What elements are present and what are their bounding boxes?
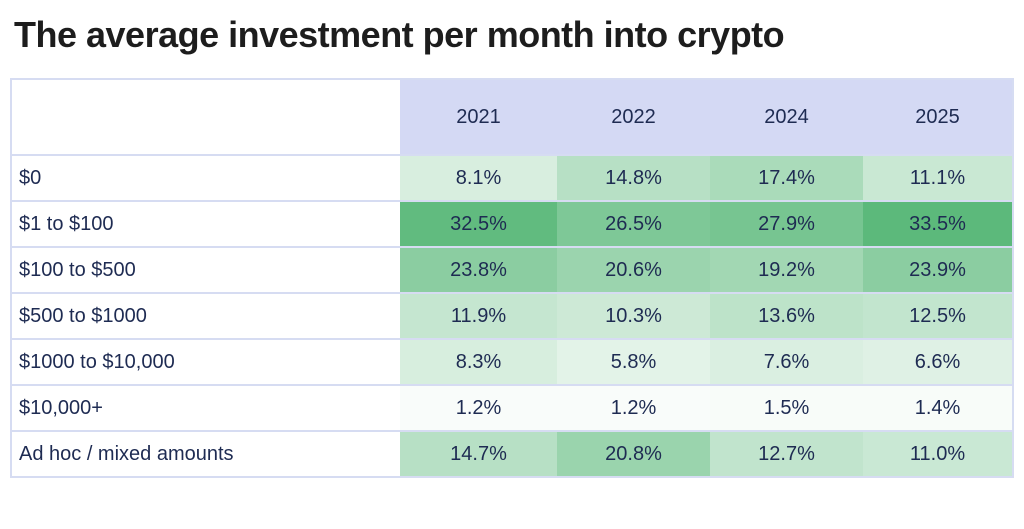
table-row: $10,000+ 1.2% 1.2% 1.5% 1.4% (12, 384, 1012, 431)
table-cell: 32.5% (400, 202, 557, 247)
table-cell: 6.6% (863, 340, 1012, 385)
table-cell: 8.1% (400, 156, 557, 201)
table-cell: 11.1% (863, 156, 1012, 201)
row-label: $500 to $1000 (12, 294, 400, 339)
table-row: $500 to $1000 11.9% 10.3% 13.6% 12.5% (12, 292, 1012, 339)
column-header-2021: 2021 (456, 105, 501, 128)
column-header-2024: 2024 (764, 105, 809, 128)
row-label: $10,000+ (12, 386, 400, 431)
table-cell: 12.5% (863, 294, 1012, 339)
row-label: $0 (12, 156, 400, 201)
table-cell: 1.2% (400, 386, 557, 431)
column-header-2022: 2022 (611, 105, 656, 128)
table-cell: 1.2% (557, 386, 710, 431)
table-cell: 7.6% (710, 340, 863, 385)
table-cell: 26.5% (557, 202, 710, 247)
table-cell: 5.8% (557, 340, 710, 385)
table-cell: 20.6% (557, 248, 710, 293)
row-label: $1 to $100 (12, 202, 400, 247)
table-cell: 1.4% (863, 386, 1012, 431)
table-cell: 14.8% (557, 156, 710, 201)
table-row: $1 to $100 32.5% 26.5% 27.9% 33.5% (12, 200, 1012, 247)
table-cell: 20.8% (557, 432, 710, 477)
table-cell: 8.3% (400, 340, 557, 385)
table-body: $0 8.1% 14.8% 17.4% 11.1% $1 to $100 32.5% 26.5… (12, 154, 1012, 477)
table-cell: 27.9% (710, 202, 863, 247)
row-label: $100 to $500 (12, 248, 400, 293)
table-row: $1000 to $10,000 8.3% 5.8% 7.6% 6.6% (12, 338, 1012, 385)
table-cell: 14.7% (400, 432, 557, 477)
row-label: Ad hoc / mixed amounts (12, 432, 400, 477)
corner-cell (12, 80, 400, 155)
table-cell: 33.5% (863, 202, 1012, 247)
table-cell: 19.2% (710, 248, 863, 293)
table-row: $100 to $500 23.8% 20.6% 19.2% 23.9% (12, 246, 1012, 293)
table-cell: 12.7% (710, 432, 863, 477)
table-cell: 23.8% (400, 248, 557, 293)
row-label: $1000 to $10,000 (12, 340, 400, 385)
table-cell: 23.9% (863, 248, 1012, 293)
page-title: The average investment per month into cr… (14, 14, 785, 55)
table-cell: 1.5% (710, 386, 863, 431)
table-cell: 10.3% (557, 294, 710, 339)
crypto-investment-table: 2021 2022 2024 2025 $0 8.1% 14.8% 17.4% 11.1… (10, 78, 1014, 479)
table-header-row: 2021 2022 2024 2025 (12, 80, 1012, 155)
table-cell: 11.0% (863, 432, 1012, 477)
table-cell: 17.4% (710, 156, 863, 201)
column-header-2025: 2025 (915, 105, 960, 128)
table-cell: 11.9% (400, 294, 557, 339)
table-cell: 13.6% (710, 294, 863, 339)
table-row: Ad hoc / mixed amounts 14.7% 20.8% 12.7% 11.… (12, 430, 1012, 477)
table-row: $0 8.1% 14.8% 17.4% 11.1% (12, 154, 1012, 201)
